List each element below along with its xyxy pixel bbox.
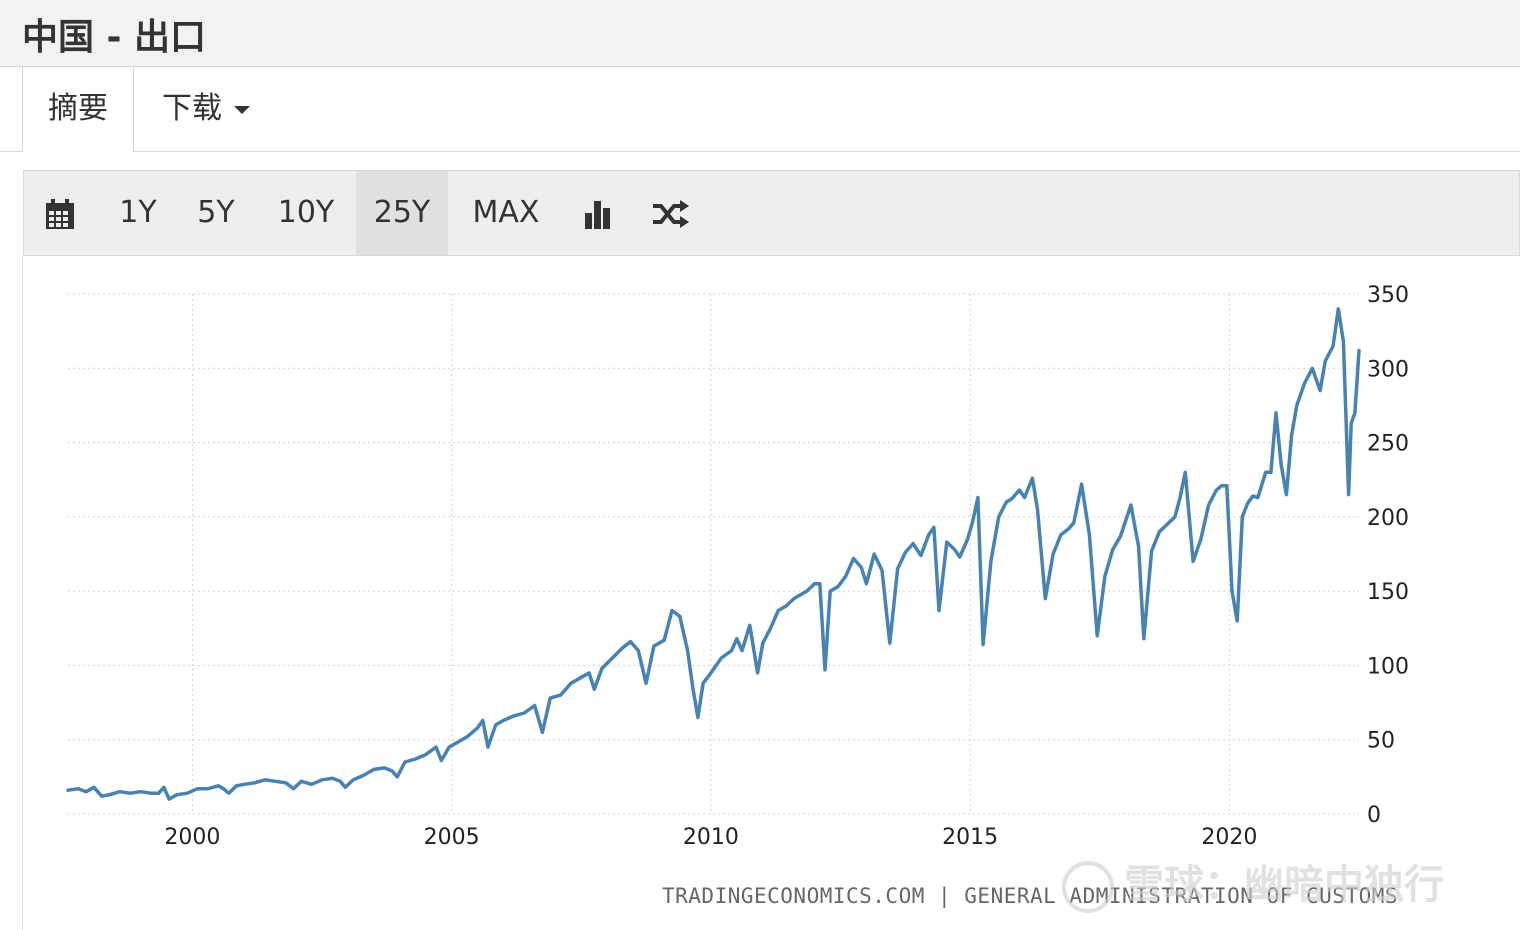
x-tick-label: 2020 <box>1201 825 1257 850</box>
page-header: 中国 - 出口 <box>0 0 1520 67</box>
bar-chart-icon[interactable] <box>576 171 620 255</box>
y-tick-label: 150 <box>1367 580 1409 605</box>
range-max-button[interactable]: MAX <box>472 195 540 230</box>
tab-summary[interactable]: 摘要 <box>22 67 134 152</box>
x-tick-label: 2015 <box>942 825 998 850</box>
bar-chart-icon-svg <box>585 200 610 229</box>
y-tick-label: 250 <box>1367 432 1409 457</box>
calendar-icon-svg <box>46 198 74 229</box>
watermark-text: 雪球：幽暗中独行 <box>1124 862 1444 908</box>
caret-down-icon <box>234 105 250 114</box>
x-tick-label: 2010 <box>683 825 739 850</box>
page-title: 中国 - 出口 <box>22 17 207 58</box>
y-tick-label: 300 <box>1367 357 1409 382</box>
tab-bar: 摘要 下载 <box>0 67 1520 152</box>
series-line <box>66 307 1361 801</box>
range-25y-button[interactable]: 25Y <box>356 171 448 255</box>
range-10y-button[interactable]: 10Y <box>277 195 335 230</box>
x-tick-label: 2000 <box>164 825 220 850</box>
shuffle-icon-svg <box>653 199 689 228</box>
y-tick-label: 100 <box>1367 654 1409 679</box>
y-tick-label: 200 <box>1367 506 1409 531</box>
chart-svg: 0 50 100 150 200 250 300 350 2000 2005 2010 2015 202… <box>66 283 1409 850</box>
chart-area: 0 50 100 150 200 250 300 350 2000 2005 2010 2015 202… <box>22 256 1520 930</box>
y-tick-label: 50 <box>1367 729 1395 754</box>
tab-download-label: 下载 <box>162 91 222 126</box>
range-5y-button[interactable]: 5Y <box>197 195 235 230</box>
y-tick-label: 350 <box>1367 283 1409 308</box>
range-1y-button[interactable]: 1Y <box>119 195 157 230</box>
source-credit: TRADINGECONOMICS.COM | GENERAL ADMINISTR… <box>662 884 1399 908</box>
shuffle-icon[interactable] <box>646 171 696 255</box>
y-tick-label: 0 <box>1367 803 1381 828</box>
x-tick-label: 2005 <box>424 825 480 850</box>
watermark: 雪球：幽暗中独行 <box>1062 852 1444 913</box>
tab-download[interactable]: 下载 <box>162 67 250 151</box>
watermark-logo-icon <box>1062 861 1114 913</box>
calendar-icon[interactable] <box>34 171 86 255</box>
chart-toolbar: 1Y 5Y 10Y 25Y MAX <box>23 170 1520 256</box>
